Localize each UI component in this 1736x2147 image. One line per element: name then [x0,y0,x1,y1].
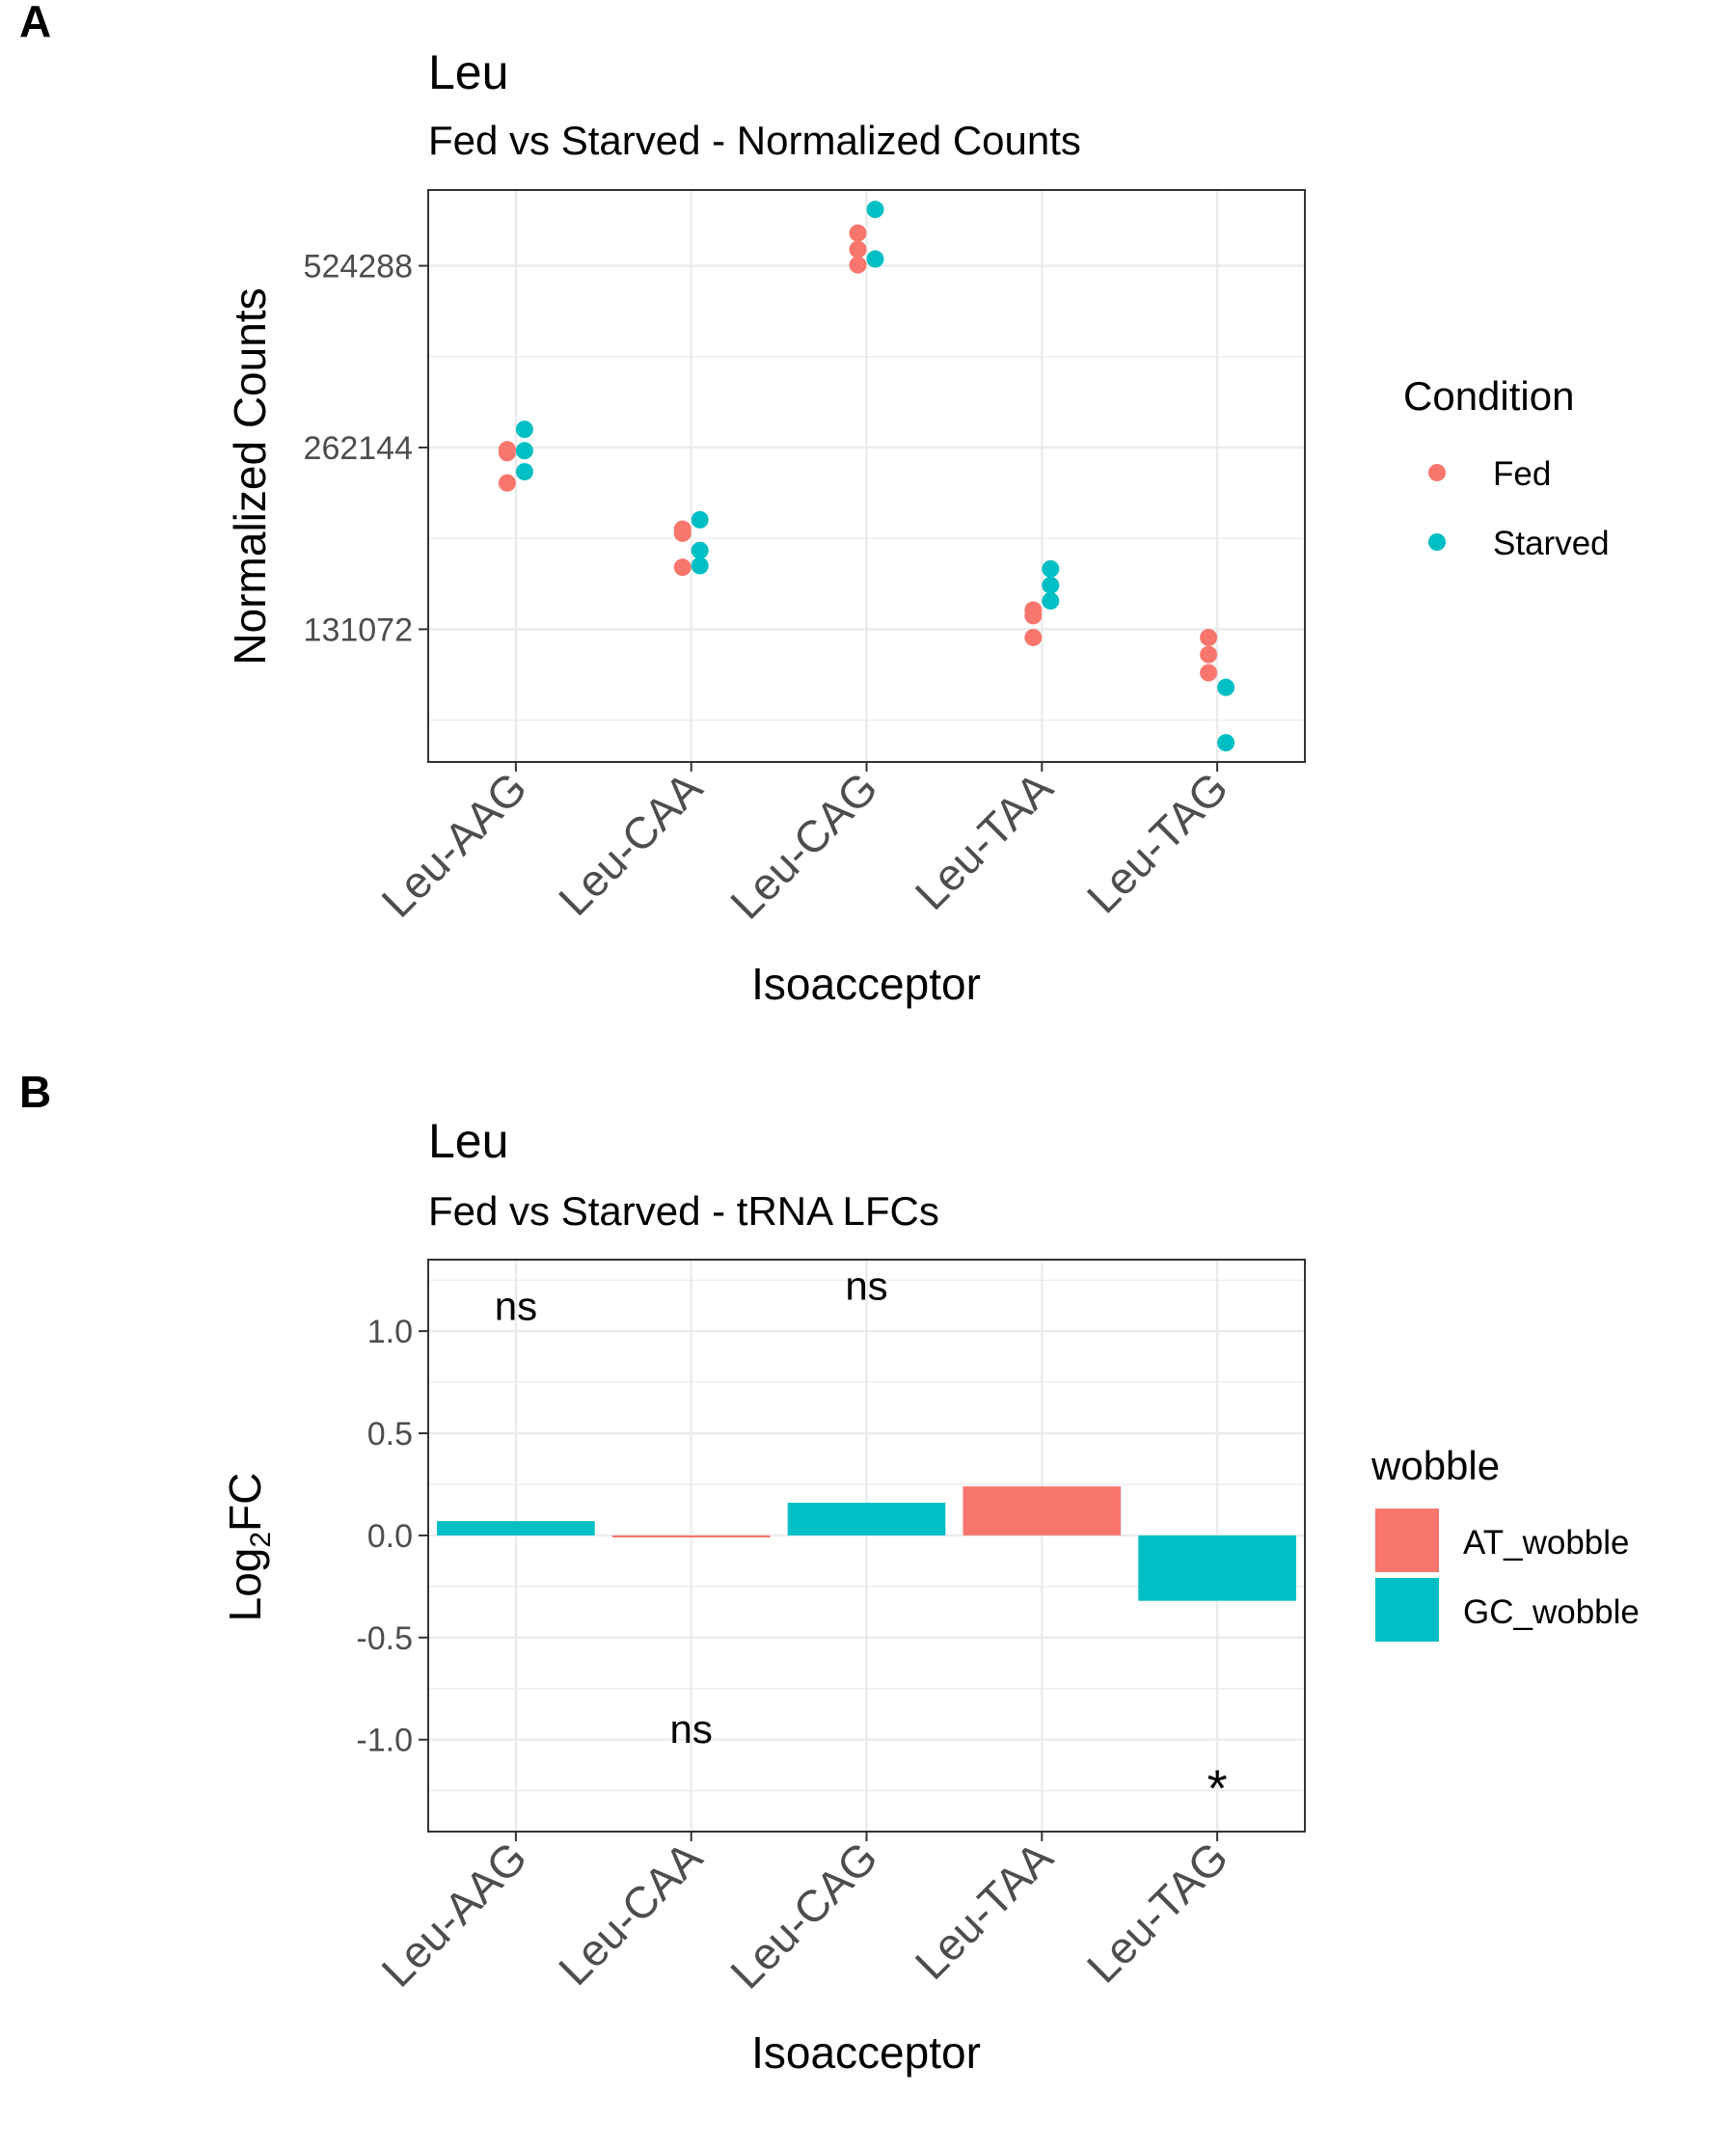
legend-label-starved: Starved [1493,525,1610,562]
chart-a-gridlines [428,190,1305,762]
significance-label: * [1207,1759,1228,1817]
ylabel-tail: FC [220,1473,270,1532]
data-point-starved [1042,592,1060,611]
x-tick-label: Leu-CAA [549,1832,712,1995]
bar-leu-taa [963,1486,1122,1536]
bar-leu-cag [787,1503,946,1536]
x-tick-label: Leu-CAG [720,1832,886,1998]
legend-swatch-at-wobble [1375,1508,1439,1572]
data-point-fed [498,474,516,492]
data-point-starved [515,421,533,439]
panel-label-a: A [19,0,51,46]
chart-b-legend: wobble AT_wobble GC_wobble [1370,1443,1640,1642]
chart-a-points [498,201,1235,752]
bar-leu-caa [611,1535,771,1538]
y-tick-label: 131072 [304,611,413,648]
bar-leu-aag [437,1521,595,1536]
chart-a-y-axis: 131072 262144 524288 [304,249,428,648]
x-tick-label: Leu-AAG [371,762,536,927]
legend-label-gc-wobble: GC_wobble [1463,1593,1640,1631]
data-point-starved [515,463,533,481]
ylabel-main: Log [220,1548,270,1622]
data-point-starved [1217,678,1235,696]
ylabel-subscript: 2 [245,1532,277,1548]
panel-label-b: B [19,1067,51,1117]
data-point-fed [1200,645,1218,664]
data-point-fed [849,240,867,258]
legend-swatch-gc-wobble [1375,1578,1439,1642]
data-point-starved [1042,576,1060,594]
legend-label-at-wobble: AT_wobble [1463,1524,1630,1562]
significance-label: ns [670,1706,713,1752]
bar-leu-tag [1138,1535,1296,1601]
data-point-starved [1217,734,1235,752]
data-point-starved [691,541,709,559]
y-tick-label: 524288 [304,249,413,285]
chart-b-subtitle: Fed vs Starved - tRNA LFCs [428,1188,939,1234]
chart-b-title: Leu [428,1114,508,1168]
x-tick-label: Leu-TAA [906,762,1063,919]
x-tick-label: Leu-AAG [371,1832,536,1997]
chart-a-x-axis-title: Isoacceptor [751,959,981,1009]
y-tick-label: 262144 [304,430,413,467]
data-point-starved [866,250,884,268]
chart-b-gridlines [428,1260,1305,1832]
chart-b-annotations: ns ns ns * [495,1264,1228,1818]
significance-label: ns [495,1284,537,1329]
panel-b: Leu Fed vs Starved - tRNA LFCs ns ns ns * -… [220,1114,1640,2078]
chart-a-legend: Condition Fed Starved [1403,373,1610,562]
chart-a-title: Leu [428,45,508,99]
data-point-fed [673,558,692,577]
chart-b-legend-title: wobble [1370,1443,1500,1488]
chart-b-y-axis: -1.0 -0.5 0.0 0.5 1.0 [356,1314,428,1759]
y-tick-label: 0.5 [367,1416,413,1453]
data-point-starved [691,510,709,529]
y-tick-label: -0.5 [356,1620,413,1657]
x-tick-label: Leu-TAA [906,1832,1063,1989]
chart-b-y-axis-title: Log2FC [220,1473,277,1622]
chart-b-bars [437,1486,1296,1601]
legend-swatch-fed [1428,464,1446,481]
data-point-fed [1200,628,1218,646]
chart-b-x-axis: Leu-AAG Leu-CAA Leu-CAG Leu-TAA Leu-TAG [371,1832,1237,1998]
data-point-fed [1024,607,1043,625]
data-point-fed [849,256,867,274]
x-tick-label: Leu-CAG [720,762,886,928]
significance-label: ns [845,1264,887,1309]
data-point-starved [691,557,709,575]
x-tick-label: Leu-CAA [549,762,712,925]
data-point-starved [515,442,533,460]
data-point-fed [498,441,516,459]
chart-a-legend-title: Condition [1403,373,1574,419]
y-tick-label: 1.0 [367,1314,413,1350]
panel-a: Leu Fed vs Starved - Normalized Counts 1… [225,45,1610,1009]
chart-a-x-axis: Leu-AAG Leu-CAA Leu-CAG Leu-TAA Leu-TAG [371,762,1237,929]
data-point-fed [673,520,692,538]
data-point-fed [1200,664,1218,682]
data-point-starved [1042,559,1060,578]
chart-a-subtitle: Fed vs Starved - Normalized Counts [428,118,1081,163]
x-tick-label: Leu-TAG [1077,762,1237,922]
data-point-starved [866,201,884,219]
y-tick-label: 0.0 [367,1518,413,1555]
y-tick-label: -1.0 [356,1723,413,1759]
data-point-fed [1024,628,1043,646]
chart-b-x-axis-title: Isoacceptor [751,2027,981,2078]
data-point-fed [849,224,867,242]
legend-label-fed: Fed [1493,455,1551,493]
legend-swatch-starved [1428,533,1446,551]
chart-a-y-axis-title: Normalized Counts [225,287,275,665]
x-tick-label: Leu-TAG [1077,1832,1237,1992]
